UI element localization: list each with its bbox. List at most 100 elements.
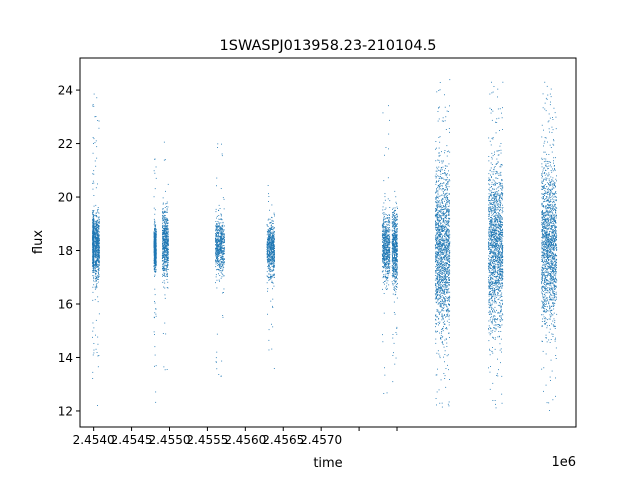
data-point: [95, 348, 97, 350]
data-point: [94, 249, 96, 251]
data-point: [384, 265, 386, 267]
data-point: [271, 246, 273, 248]
data-point: [386, 247, 388, 249]
data-point: [95, 225, 97, 227]
data-point: [269, 256, 271, 258]
data-point: [388, 263, 390, 265]
data-point: [162, 273, 164, 275]
data-point: [153, 331, 155, 333]
data-point: [165, 245, 166, 246]
data-point: [220, 271, 222, 273]
data-point: [396, 260, 397, 261]
data-point: [162, 232, 164, 234]
data-point: [164, 218, 166, 220]
data-point: [273, 244, 275, 246]
data-point: [436, 223, 438, 225]
data-point: [98, 225, 100, 227]
data-point: [393, 224, 395, 226]
data-point: [446, 314, 448, 316]
data-point: [95, 255, 97, 257]
data-point: [95, 260, 97, 262]
data-point: [222, 264, 223, 265]
data-point: [96, 251, 97, 253]
data-point: [271, 240, 273, 242]
data-point: [268, 235, 270, 237]
data-point: [218, 374, 220, 375]
data-point: [445, 250, 447, 251]
data-point: [95, 253, 97, 255]
data-point: [443, 290, 444, 292]
data-point: [396, 214, 398, 215]
data-point: [384, 246, 386, 247]
data-point: [267, 257, 269, 259]
data-point: [270, 277, 272, 279]
data-point: [266, 242, 268, 243]
data-point: [388, 244, 390, 246]
data-point: [393, 250, 395, 252]
data-point: [165, 212, 167, 213]
data-point: [382, 341, 384, 343]
data-point: [394, 273, 396, 275]
data-point: [166, 271, 168, 273]
data-point: [395, 260, 397, 262]
data-point: [383, 257, 385, 258]
data-point: [394, 224, 396, 226]
data-point: [273, 245, 275, 247]
data-point: [396, 273, 398, 274]
data-point: [268, 262, 270, 264]
data-point: [98, 262, 100, 264]
data-point: [220, 228, 222, 229]
data-point: [221, 219, 223, 221]
data-point: [95, 262, 96, 264]
data-point: [382, 256, 384, 257]
data-point: [271, 224, 272, 226]
data-point: [221, 242, 222, 244]
data-point: [392, 246, 394, 248]
data-point: [164, 244, 166, 246]
data-point: [166, 251, 167, 253]
data-point: [155, 365, 157, 367]
data-point: [273, 246, 275, 248]
data-point: [386, 258, 388, 260]
data-point: [97, 264, 99, 266]
data-point: [222, 260, 224, 261]
data-point: [221, 225, 223, 226]
data-point: [163, 231, 165, 233]
data-point: [215, 221, 217, 222]
data-point: [154, 244, 156, 245]
data-point: [163, 262, 165, 264]
data-point: [164, 222, 165, 224]
data-point: [216, 233, 218, 234]
data-point: [166, 249, 168, 250]
data-point: [269, 235, 271, 237]
data-point: [92, 237, 94, 238]
data-point: [269, 253, 271, 254]
data-point: [215, 250, 217, 251]
data-point: [155, 268, 157, 270]
data-point: [273, 241, 275, 242]
data-point: [387, 177, 389, 179]
data-point: [164, 243, 166, 244]
data-point: [92, 271, 94, 273]
data-point: [385, 251, 387, 253]
data-point: [218, 235, 219, 237]
data-point: [392, 225, 393, 227]
data-point: [267, 243, 269, 245]
data-point: [395, 231, 397, 233]
data-point: [162, 218, 163, 220]
data-point: [394, 259, 396, 261]
data-point: [155, 254, 157, 255]
data-point: [393, 243, 394, 244]
data-point: [382, 255, 384, 257]
data-point: [385, 270, 386, 272]
data-point: [216, 248, 217, 249]
data-point: [162, 255, 164, 257]
data-point: [436, 191, 437, 193]
data-point: [220, 277, 222, 279]
data-point: [223, 248, 225, 250]
data-point: [268, 249, 270, 251]
data-point: [216, 260, 218, 262]
data-point: [162, 203, 164, 205]
data-point: [267, 245, 269, 246]
data-point: [271, 227, 273, 229]
